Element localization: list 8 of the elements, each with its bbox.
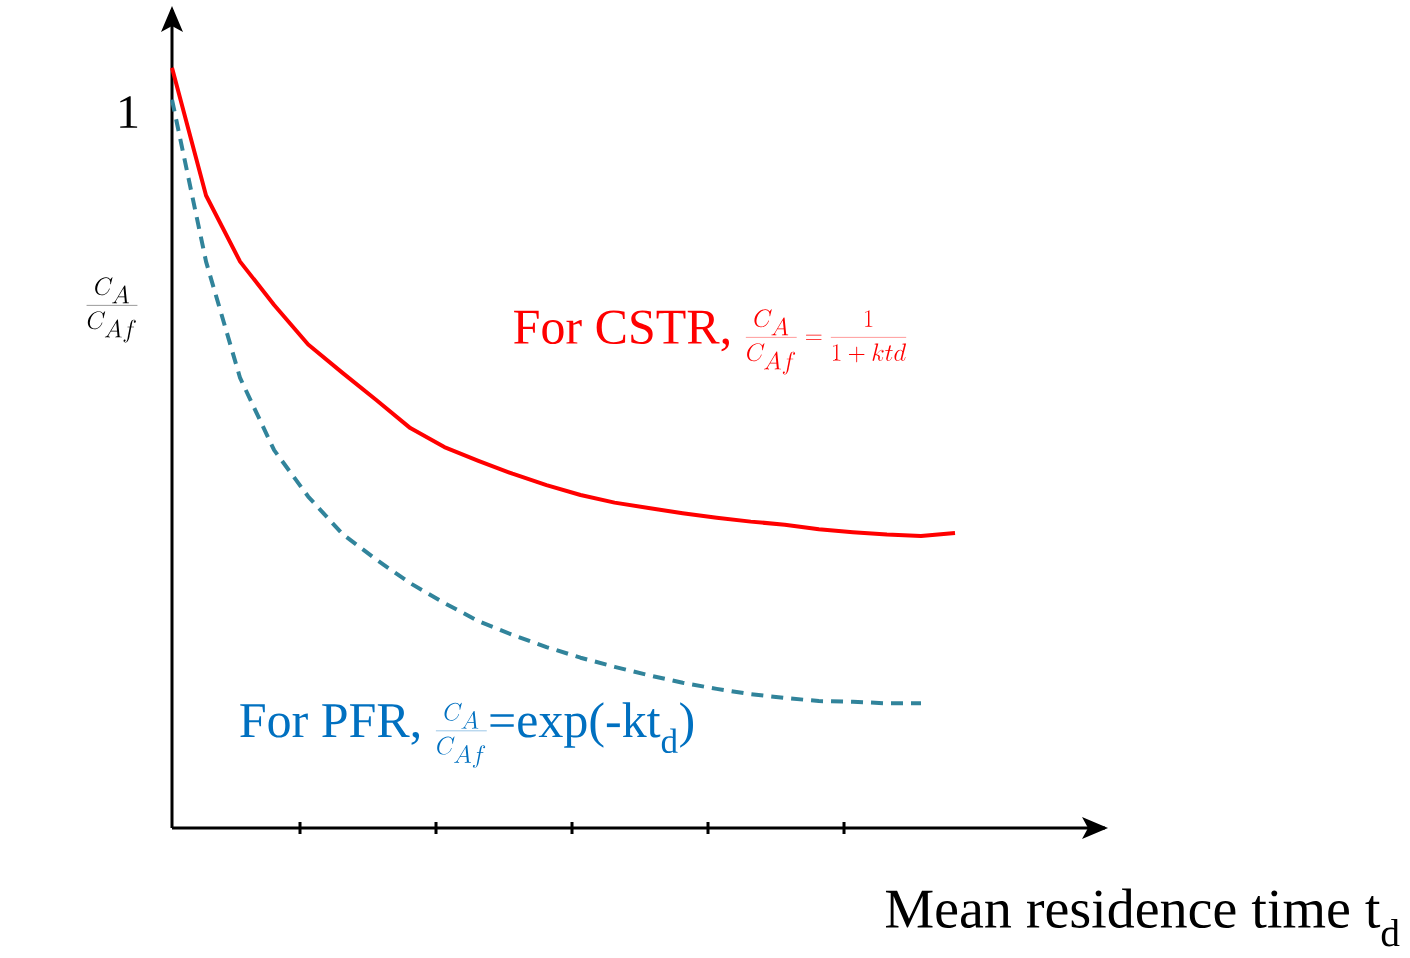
annotation: For CSTR, — [514, 310, 729, 352]
annotation: $\frac{C_A}{C_{Af}} = \frac{1}{1+ktd}$ — [745, 309, 907, 375]
annotation: $\frac{C_A}{C_{Af}}$ — [435, 702, 487, 768]
y-axis-title: $\frac{C_A}{C_{Af}}$ — [86, 277, 138, 343]
annotation: For PFR, — [240, 704, 420, 745]
x-axis-title: Mean residence time t$_{d}$ — [885, 888, 1400, 947]
text: 1 — [120, 96, 138, 128]
annotation: =exp(-kt$_{d}$) — [490, 702, 694, 754]
